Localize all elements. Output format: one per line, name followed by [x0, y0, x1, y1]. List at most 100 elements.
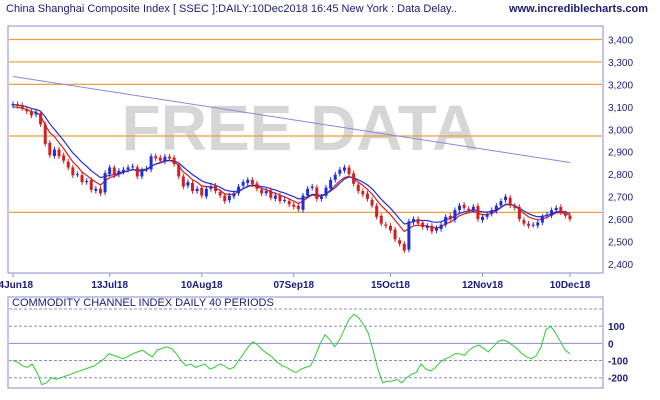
cci-line	[12, 313, 571, 386]
candle-body	[522, 220, 526, 224]
candle-body	[246, 179, 250, 183]
candle-body	[135, 167, 139, 177]
candle-body	[172, 157, 176, 165]
candle-body	[223, 195, 227, 202]
site-link[interactable]: www.incrediblecharts.com	[509, 3, 648, 15]
candle-body	[250, 179, 254, 185]
candle-body	[149, 156, 153, 170]
candle-body	[545, 214, 549, 216]
candle-body	[227, 195, 231, 201]
candle-body	[168, 156, 172, 159]
candle-body	[181, 176, 185, 187]
candle-body	[329, 179, 333, 189]
candle-body	[499, 201, 503, 206]
candle-body	[43, 124, 47, 144]
candle-body	[140, 170, 144, 177]
candle-body	[416, 219, 420, 224]
x-axis-label: 10Dec18	[550, 280, 591, 291]
candle-body	[513, 205, 517, 208]
candle-body	[531, 224, 535, 226]
candle-body	[550, 210, 554, 216]
candle-body	[462, 204, 466, 208]
candle-body	[365, 193, 369, 199]
candle-body	[80, 175, 84, 183]
candle-body	[241, 182, 245, 186]
candle-body	[536, 222, 540, 226]
slow-moving-average-line	[12, 76, 571, 164]
candle-body	[214, 185, 218, 192]
candle-body	[255, 183, 259, 189]
candle-body	[324, 187, 328, 196]
candle-body	[481, 216, 485, 221]
candle-body	[71, 167, 75, 176]
candle-body	[301, 195, 305, 210]
candle-body	[273, 195, 277, 199]
candle-body	[195, 188, 199, 192]
price-axis-label: 3,200	[608, 80, 633, 91]
candle-body	[471, 206, 475, 211]
candle-body	[163, 156, 167, 162]
candle-body	[458, 205, 462, 211]
candle-body	[20, 105, 24, 109]
candle-body	[29, 111, 33, 116]
price-axis-label: 2,500	[608, 238, 633, 249]
candle-body	[388, 225, 392, 231]
candle-body	[527, 223, 531, 226]
candle-body	[333, 174, 337, 180]
candle-body	[453, 210, 457, 221]
candle-body	[563, 213, 567, 216]
candle-body	[476, 205, 480, 220]
candle-body	[485, 214, 489, 217]
candle-body	[517, 206, 521, 220]
price-axis-label: 2,800	[608, 170, 633, 181]
candle-body	[315, 187, 319, 199]
candle-body	[112, 167, 116, 176]
candle-body	[218, 191, 222, 196]
candle-body	[39, 113, 43, 125]
candle-body	[393, 229, 397, 240]
price-axis-label: 2,700	[608, 193, 633, 204]
candle-body	[89, 180, 93, 190]
candle-body	[154, 156, 158, 159]
price-axis-label: 3,100	[608, 103, 633, 114]
candle-body	[540, 216, 544, 223]
candle-body	[52, 149, 56, 157]
candle-body	[448, 215, 452, 220]
candle-body	[269, 190, 273, 198]
candle-body	[398, 240, 402, 244]
candle-body	[494, 205, 498, 212]
candle-body	[559, 206, 563, 213]
candle-body	[347, 167, 351, 175]
candle-body	[467, 208, 471, 211]
candle-body	[98, 188, 102, 194]
candle-body	[62, 155, 66, 161]
candle-body	[306, 188, 310, 196]
candle-body	[283, 200, 287, 202]
candle-body	[435, 228, 439, 231]
cci-axis-label: -100	[608, 357, 628, 368]
candle-body	[338, 169, 342, 174]
candle-body	[264, 191, 268, 194]
watermark: FREE DATA	[122, 92, 479, 164]
candle-body	[209, 186, 213, 189]
cci-axis-label: 100	[608, 322, 625, 333]
candle-body	[57, 149, 61, 157]
candle-body	[379, 215, 383, 224]
candle-body	[352, 173, 356, 184]
price-axis-label: 2,600	[608, 215, 633, 226]
candle-body	[177, 164, 181, 177]
candle-body	[126, 167, 130, 170]
candle-body	[94, 188, 98, 191]
candle-body	[439, 224, 443, 229]
x-axis-label: 07Sep18	[274, 280, 315, 291]
candle-body	[232, 193, 236, 197]
candle-body	[361, 191, 365, 195]
candle-body	[407, 221, 411, 250]
candle-body	[131, 166, 135, 168]
cci-axis-label: -200	[608, 374, 628, 385]
price-axis-label: 2,900	[608, 148, 633, 159]
candle-body	[421, 222, 425, 227]
candle-body	[356, 184, 360, 192]
candle-body	[296, 205, 300, 210]
candle-body	[108, 167, 112, 174]
